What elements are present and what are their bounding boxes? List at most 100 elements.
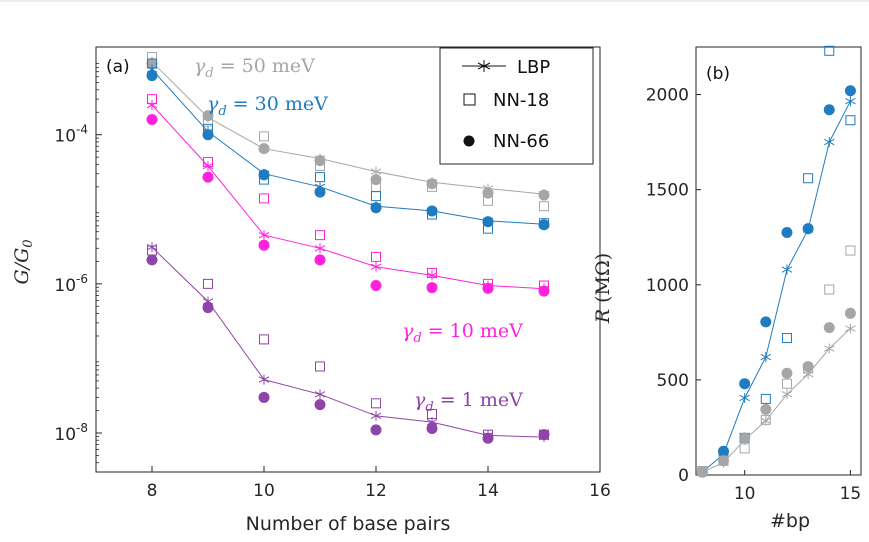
lbp-point-series-1 [370, 201, 382, 212]
panel-a-label: (a) [106, 57, 130, 77]
b-lbp-point-series-0 [781, 264, 793, 275]
panel-a: 10-410-610-8 8 10 12 14 16 (a) Number of bas… [11, 46, 611, 535]
b-lbp-point-series-1 [824, 343, 835, 354]
b-nn18-point-series-0 [845, 115, 856, 126]
gamma-value: = 30 meV [227, 93, 328, 115]
nn66-point-series-3 [426, 422, 438, 434]
lbp-line-series-1 [151, 69, 545, 225]
b-lbp-point-series-1 [718, 457, 729, 468]
lbp-point-series-1 [482, 215, 494, 226]
lbp-point-series-3 [258, 374, 270, 385]
y-tick-label: 10-6 [54, 272, 88, 296]
b-lbp-point-series-1 [802, 369, 814, 380]
lbp-line-series-3 [151, 246, 545, 438]
gamma-value: = 1 meV [434, 389, 523, 411]
b-nn66-point-series-0 [739, 378, 751, 390]
b-lbp-point-series-0 [845, 96, 856, 107]
b-lbp-point-series-1 [760, 415, 772, 426]
b-nn18-point-series-0 [760, 393, 771, 404]
b-lbp-point-series-1 [739, 434, 750, 445]
lbp-point-series-0 [258, 143, 270, 154]
gamma-symbol: γ [194, 55, 206, 77]
y-tick-base: 10 [54, 425, 76, 445]
lbp-point-series-2 [202, 161, 214, 172]
lbp-point-series-0 [314, 153, 326, 164]
panel-b: 0 500 1000 1500 2000 10 15 (b) #bp R (MΩ) [592, 45, 862, 532]
panel-b-label: (b) [706, 64, 730, 84]
y-tick-base: 10 [54, 276, 76, 296]
b-y-tick-label: 2000 [646, 86, 689, 106]
gamma-subscript: d [218, 104, 226, 119]
nn66-point-series-3 [146, 254, 158, 266]
y-label-subscript: 0 [21, 239, 36, 247]
gamma-subscript: d [425, 400, 433, 415]
legend-label-nn66: NN-66 [493, 131, 549, 152]
lbp-point-series-1 [538, 219, 550, 230]
nn18-point-series-3 [371, 398, 381, 409]
nn18-point-series-3 [315, 361, 325, 372]
b-nn66-point-series-1 [781, 367, 793, 379]
b-lbp-point-series-1 [845, 323, 856, 334]
lbp-point-series-2 [314, 243, 326, 254]
lbp-point-series-3 [538, 432, 550, 443]
b-lbp-point-series-0 [824, 137, 835, 148]
nn66-point-series-3 [202, 302, 214, 314]
nn18-point-series-2 [371, 251, 381, 262]
b-y-tick-label: 1000 [646, 276, 689, 296]
legend: LBP NN-18 NN-66 [439, 47, 594, 165]
b-y-tick-label: 1500 [646, 181, 689, 201]
nn66-point-series-3 [314, 399, 326, 411]
b-nn66-point-series-1 [844, 307, 856, 319]
lbp-point-series-2 [370, 261, 382, 272]
b-nn66-point-series-0 [823, 104, 835, 116]
nn66-point-series-2 [202, 171, 214, 183]
b-nn18-point-series-0 [803, 173, 814, 184]
gamma-value: = 50 meV [214, 55, 315, 77]
gamma-symbol: γ [414, 389, 426, 411]
b-nn18-point-series-1 [824, 284, 835, 295]
y-tick-exponent: -8 [76, 421, 88, 435]
lbp-line-series-2 [151, 104, 545, 290]
panel-a-y-axis-label: G/G0 [11, 239, 36, 284]
legend-lbp-star-icon [477, 60, 491, 72]
y-tick-exponent: -4 [76, 123, 88, 137]
lbp-point-series-2 [482, 280, 494, 291]
b-lbp-point-series-0 [760, 352, 772, 363]
b-lbp-point-series-0 [739, 392, 750, 403]
b-nn66-point-series-1 [823, 322, 835, 334]
nn18-point-series-1 [315, 172, 325, 183]
panel-b-y-label-symbol: R [592, 309, 614, 324]
b-nn18-point-series-1 [781, 378, 792, 389]
x-tick-label: 14 [477, 481, 499, 501]
lbp-point-series-2 [258, 230, 270, 241]
nn18-point-series-2 [315, 230, 325, 241]
b-x-tick-label: 15 [840, 484, 862, 504]
annotation-gamma-50: γd = 50 meV [194, 55, 315, 81]
lbp-point-series-1 [146, 64, 158, 75]
nn66-point-series-2 [370, 280, 382, 292]
panel-b-y-axis-label: R (MΩ) [592, 253, 614, 324]
x-tick-label: 10 [253, 481, 275, 501]
lbp-point-series-1 [314, 181, 326, 192]
lbp-point-series-3 [370, 410, 382, 421]
annotation-gamma-10: γd = 10 meV [402, 320, 523, 346]
lbp-point-series-0 [426, 177, 438, 188]
panel-b-data [696, 45, 856, 478]
annotation-gamma-30: γd = 30 meV [207, 93, 328, 119]
nn66-point-series-3 [370, 424, 382, 436]
y-tick-label: 10-4 [54, 123, 88, 147]
b-lbp-point-series-1 [781, 389, 793, 400]
gamma-subscript: d [413, 331, 421, 346]
b-lbp-point-series-1 [697, 467, 708, 478]
nn66-point-series-1 [146, 70, 158, 82]
lbp-point-series-0 [370, 166, 382, 177]
lbp-line-series-0 [151, 61, 545, 195]
nn66-point-series-2 [426, 282, 438, 294]
lbp-point-series-3 [314, 389, 326, 400]
lbp-point-series-0 [538, 189, 550, 200]
lbp-point-series-0 [482, 183, 494, 194]
panel-b-y-ticks: 0 500 1000 1500 2000 [646, 86, 701, 486]
x-tick-label: 12 [365, 481, 387, 501]
panel-b-x-ticks: 10 15 [734, 470, 861, 504]
